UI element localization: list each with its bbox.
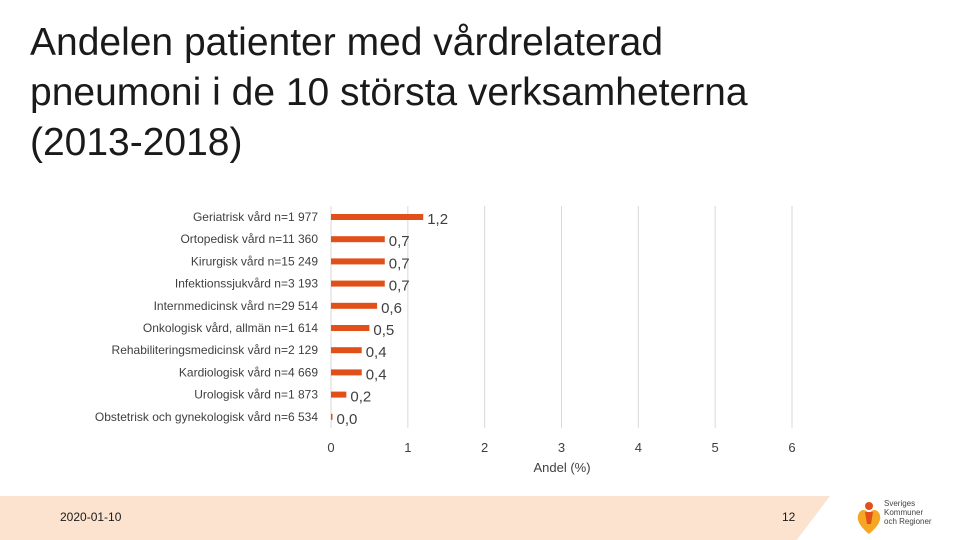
skr-logo: Sveriges Kommuner och Regioner [854,496,954,540]
bar [331,369,362,376]
logo-line-2: Kommuner [884,508,924,517]
x-axis-title: Andel (%) [533,460,590,475]
bar [331,236,385,243]
category-label: Infektionssjukvård n=3 193 [175,277,318,291]
x-tick-label: 3 [558,440,565,455]
bar [331,413,333,420]
data-label: 0,6 [381,300,402,317]
category-label: Ortopedisk vård n=11 360 [180,232,318,246]
footer: 2020-01-10 12 Sveriges Kommuner och Regi… [0,496,960,540]
bar [331,280,385,287]
data-label: 0,7 [389,278,410,295]
page-number: 12 [782,510,796,524]
x-tick-label: 0 [327,440,334,455]
x-tick-label: 1 [404,440,411,455]
logo-line-1: Sveriges [884,499,916,508]
data-label: 1,2 [427,211,448,228]
category-label: Internmedicinsk vård n=29 514 [154,299,319,313]
bar-chart: Geriatrisk vård n=1 977 Ortopedisk vård n… [95,206,796,475]
data-label: 0,4 [366,366,387,383]
category-labels: Geriatrisk vård n=1 977 Ortopedisk vård n… [95,210,318,424]
bar [331,214,424,220]
data-label: 0,7 [389,233,410,250]
category-label: Kirurgisk vård n=15 249 [191,254,318,268]
category-label: Obstetrisk och gynekologisk vård n=6 534 [95,410,318,424]
figure-body [865,512,873,524]
category-label: Onkologisk vård, allmän n=1 614 [143,321,318,335]
category-label: Rehabiliteringsmedicinsk vård n=2 129 [112,343,319,357]
data-label: 0,4 [366,344,387,361]
footer-band-fill [0,496,830,540]
footer-date: 2020-01-10 [60,510,122,524]
category-label: Kardiologisk vård n=4 669 [179,365,318,379]
bars [331,214,424,420]
bar [331,302,378,309]
x-tick-label: 2 [481,440,488,455]
x-tick-labels: 0 1 2 3 4 5 6 [327,440,795,455]
bar [331,347,362,354]
x-tick-label: 5 [712,440,719,455]
title-line-3: (2013-2018) [30,121,243,164]
figure-head [865,502,873,510]
data-labels: 1,2 0,7 0,7 0,7 0,6 0,5 0,4 0,4 0,2 0,0 [337,211,449,428]
data-label: 0,2 [350,389,371,406]
category-label: Geriatrisk vård n=1 977 [193,210,318,224]
x-tick-label: 6 [788,440,795,455]
logo-line-3: och Regioner [884,517,932,526]
footer-band [0,496,840,540]
bar [331,325,370,331]
x-tick-label: 4 [635,440,642,455]
data-label: 0,7 [389,255,410,272]
data-label: 0,5 [373,322,394,339]
bar [331,258,385,265]
title-line-1: Andelen patienter med vårdrelaterad [30,21,664,64]
logo-text: Sveriges Kommuner och Regioner [884,499,932,526]
data-label: 0,0 [337,411,358,428]
bar [331,391,347,398]
title-line-2: pneumoni i de 10 största verksamheterna [30,71,748,114]
page-title: Andelen patienter med vårdrelaterad pneu… [30,18,930,168]
heart-figure-icon [857,502,881,534]
category-label: Urologisk vård n=1 873 [194,388,318,402]
gridlines [330,206,793,428]
